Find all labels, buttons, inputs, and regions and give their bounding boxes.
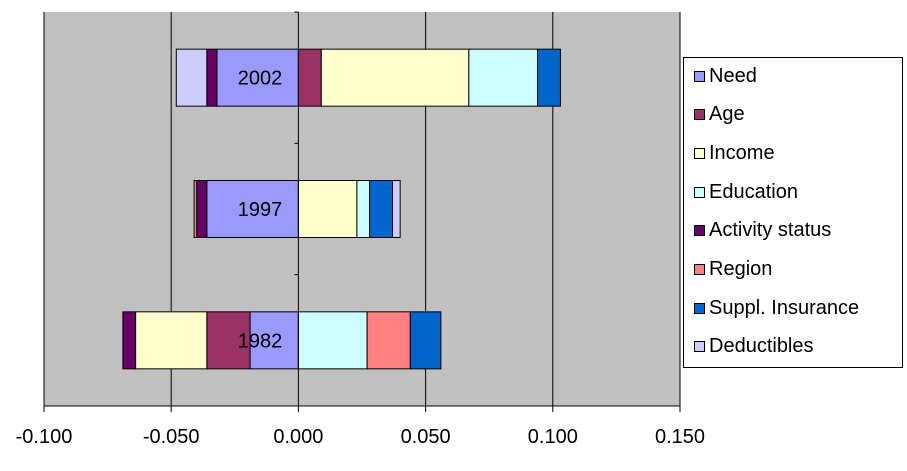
legend: Need Age Income Education Activity status Reg… [683, 57, 903, 368]
bar-segment [135, 311, 208, 370]
bar-segment [122, 311, 137, 370]
legend-swatch [694, 302, 705, 314]
bar-segment [468, 48, 539, 107]
x-tick-label: 0.050 [401, 426, 451, 448]
x-tick-label: -0.050 [143, 426, 200, 448]
bar-segment [175, 48, 208, 107]
bar-segment [369, 180, 394, 238]
legend-swatch [694, 109, 705, 121]
legend-item: Income [694, 141, 775, 165]
legend-item: Deductibles [694, 335, 814, 359]
legend-label: Need [709, 64, 757, 87]
bar-segment [356, 180, 371, 238]
x-axis-ticks: -0.100 -0.050 0.000 0.050 0.100 0.150 [16, 405, 705, 448]
category-label: 1997 [238, 199, 283, 221]
legend-label: Activity status [709, 219, 832, 242]
category-labels: 2002 1997 1982 [238, 68, 283, 353]
legend-swatch [694, 341, 705, 353]
bar-segment [392, 180, 401, 238]
category-label: 1982 [238, 330, 283, 352]
legend-swatch [694, 70, 705, 82]
legend-label: Deductibles [709, 335, 814, 358]
legend-label: Income [709, 141, 775, 164]
category-label: 2002 [238, 68, 283, 90]
x-tick-label: 0.100 [528, 426, 578, 448]
bar-segment [297, 180, 358, 238]
bar-segment [193, 180, 198, 238]
bars [122, 48, 561, 370]
legend-swatch [694, 264, 705, 275]
bar-segment [366, 311, 411, 370]
legend-item: Education [694, 180, 798, 204]
legend-label: Suppl. Insurance [709, 296, 860, 319]
legend-item: Age [694, 103, 745, 127]
bar-segment [297, 48, 322, 107]
legend-label: Region [709, 258, 773, 280]
bar-segment [409, 311, 442, 370]
bar-segment [537, 48, 561, 107]
legend-item: Suppl. Insurance [694, 296, 859, 320]
legend-item: Region [694, 258, 772, 282]
legend-label: Education [709, 180, 798, 203]
bar-segment [297, 311, 368, 370]
legend-swatch [694, 225, 705, 237]
legend-swatch [694, 147, 705, 159]
x-tick-label: -0.100 [16, 426, 73, 448]
x-tick-label: 0.150 [655, 426, 705, 448]
legend-label: Age [709, 103, 745, 126]
bar-segment [196, 180, 208, 238]
bar-segment [206, 48, 218, 107]
bar-segment [320, 48, 470, 107]
legend-item: Need [694, 64, 757, 88]
legend-item: Activity status [694, 219, 831, 243]
x-tick-label: 0.000 [273, 426, 323, 448]
legend-swatch [694, 186, 705, 198]
